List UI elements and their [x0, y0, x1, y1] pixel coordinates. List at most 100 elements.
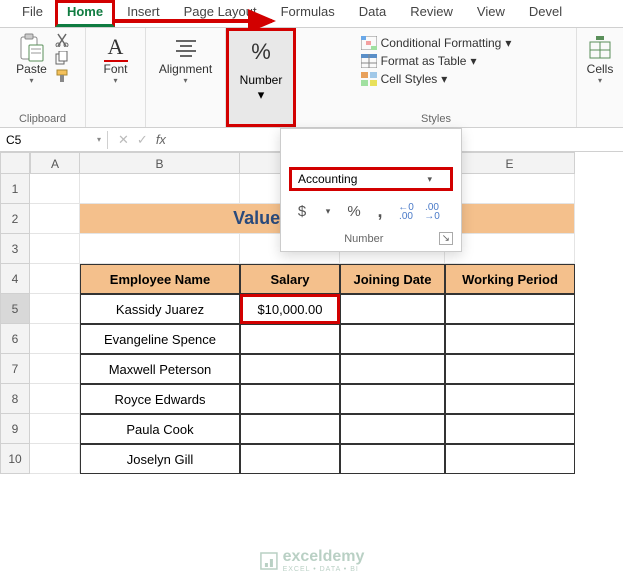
cond-format-icon	[361, 36, 377, 50]
group-alignment: Alignment ▾	[146, 28, 226, 127]
cell-salary[interactable]	[240, 384, 340, 414]
row-header[interactable]: 9	[0, 414, 30, 444]
col-header-a[interactable]: A	[30, 152, 80, 174]
chevron-down-icon: ▾	[598, 76, 602, 85]
enter-icon[interactable]: ✓	[137, 132, 148, 148]
chevron-down-icon: ▾	[470, 54, 476, 68]
clipboard-label: Clipboard	[19, 113, 66, 125]
format-painter-icon[interactable]	[53, 68, 71, 84]
tab-developer[interactable]: Devel	[517, 0, 574, 27]
chevron-down-icon[interactable]: ▾	[319, 206, 337, 217]
tab-file[interactable]: File	[10, 0, 55, 27]
header-joining-date[interactable]: Joining Date	[340, 264, 445, 294]
increase-decimal-button[interactable]: ←0.00	[397, 203, 415, 221]
number-format-select[interactable]: Accounting ▾	[289, 167, 453, 191]
cell-salary-active[interactable]: $10,000.00	[240, 294, 340, 324]
cell-employee[interactable]: Royce Edwards	[80, 384, 240, 414]
number-label: Number	[240, 73, 283, 87]
row-header[interactable]: 10	[0, 444, 30, 474]
tab-review[interactable]: Review	[398, 0, 465, 27]
font-icon: A	[102, 34, 130, 62]
cell-employee[interactable]: Evangeline Spence	[80, 324, 240, 354]
alignment-label: Alignment	[159, 62, 212, 76]
dialog-launcher-icon[interactable]: ↘	[439, 232, 453, 245]
ribbon-tabs: File Home Insert Page Layout Formulas Da…	[0, 0, 623, 28]
percent-button[interactable]: %	[345, 203, 363, 220]
watermark-icon	[259, 551, 279, 571]
name-box[interactable]: C5 ▾	[0, 131, 108, 149]
header-working-period[interactable]: Working Period	[445, 264, 575, 294]
chevron-down-icon: ▾	[29, 76, 33, 85]
ribbon: Paste ▾ Clipboard A Font ▾	[0, 28, 623, 128]
cells-label: Cells	[587, 62, 614, 76]
header-salary[interactable]: Salary	[240, 264, 340, 294]
row-header[interactable]: 3	[0, 234, 30, 264]
watermark: exceldemy EXCEL • DATA • BI	[259, 548, 365, 573]
copy-icon[interactable]	[53, 50, 71, 66]
cell-salary[interactable]	[240, 324, 340, 354]
group-cells: Cells ▾	[577, 28, 623, 127]
tab-home[interactable]: Home	[55, 0, 115, 27]
cut-icon[interactable]	[53, 32, 71, 48]
currency-button[interactable]: $	[293, 203, 311, 220]
format-as-table-button[interactable]: Format as Table ▾	[361, 52, 477, 70]
row-header[interactable]: 4	[0, 264, 30, 294]
comma-button[interactable]: ,	[371, 201, 389, 222]
font-button[interactable]: A Font ▾	[100, 32, 132, 87]
percent-icon: %	[251, 39, 271, 65]
group-styles: Conditional Formatting ▾ Format as Table…	[296, 28, 577, 127]
cell-employee[interactable]: Paula Cook	[80, 414, 240, 444]
cell-styles-icon	[361, 72, 377, 86]
row-header[interactable]: 5	[0, 294, 30, 324]
cell-employee[interactable]: Joselyn Gill	[80, 444, 240, 474]
row-header[interactable]: 6	[0, 324, 30, 354]
header-employee-name[interactable]: Employee Name	[80, 264, 240, 294]
cells-icon	[586, 34, 614, 62]
row-headers: 1 2 3 4 5 6 7 8 9 10	[0, 174, 30, 474]
chevron-down-icon: ▾	[183, 76, 187, 85]
row-header[interactable]: 1	[0, 174, 30, 204]
font-label: Font	[103, 62, 127, 76]
number-button[interactable]: % Number ▾	[230, 35, 293, 107]
cell-salary[interactable]	[240, 354, 340, 384]
chevron-down-icon: ▾	[113, 76, 117, 85]
tab-view[interactable]: View	[465, 0, 517, 27]
col-header-e[interactable]: E	[445, 152, 575, 174]
clipboard-icon	[18, 34, 46, 62]
decrease-decimal-button[interactable]: .00→0	[423, 203, 441, 221]
row-header[interactable]: 7	[0, 354, 30, 384]
group-clipboard: Paste ▾ Clipboard	[0, 28, 86, 127]
cells-button[interactable]: Cells ▾	[584, 32, 616, 87]
cell-salary[interactable]	[240, 414, 340, 444]
cell-employee[interactable]: Maxwell Peterson	[80, 354, 240, 384]
chevron-down-icon: ▾	[427, 174, 432, 185]
tab-data[interactable]: Data	[347, 0, 398, 27]
col-header-b[interactable]: B	[80, 152, 240, 174]
paste-button[interactable]: Paste ▾	[14, 32, 49, 87]
alignment-icon	[172, 34, 200, 62]
chevron-down-icon: ▾	[441, 72, 447, 86]
alignment-button[interactable]: Alignment ▾	[157, 32, 214, 87]
cell-joining[interactable]	[340, 294, 445, 324]
chevron-down-icon: ▾	[505, 36, 511, 50]
cell-employee[interactable]: Kassidy Juarez	[80, 294, 240, 324]
chevron-down-icon: ▾	[258, 87, 265, 103]
number-format-panel: Accounting ▾ $ ▾ % , ←0.00 .00→0 Number …	[280, 128, 462, 252]
cell-styles-button[interactable]: Cell Styles ▾	[361, 70, 448, 88]
table-icon	[361, 54, 377, 68]
chevron-down-icon: ▾	[97, 135, 101, 144]
cell-salary[interactable]	[240, 444, 340, 474]
number-format-buttons: $ ▾ % , ←0.00 .00→0	[289, 201, 453, 222]
conditional-formatting-button[interactable]: Conditional Formatting ▾	[361, 34, 512, 52]
cancel-icon[interactable]: ✕	[118, 132, 129, 148]
row-header[interactable]: 2	[0, 204, 30, 234]
row-header[interactable]: 8	[0, 384, 30, 414]
fx-icon[interactable]: fx	[156, 132, 166, 148]
paste-label: Paste	[16, 62, 47, 76]
group-font: A Font ▾	[86, 28, 146, 127]
select-all-corner[interactable]	[0, 152, 30, 174]
number-panel-label: Number	[344, 233, 383, 245]
cell-period[interactable]	[445, 294, 575, 324]
group-number: % Number ▾	[226, 28, 296, 127]
styles-label: Styles	[421, 113, 451, 125]
